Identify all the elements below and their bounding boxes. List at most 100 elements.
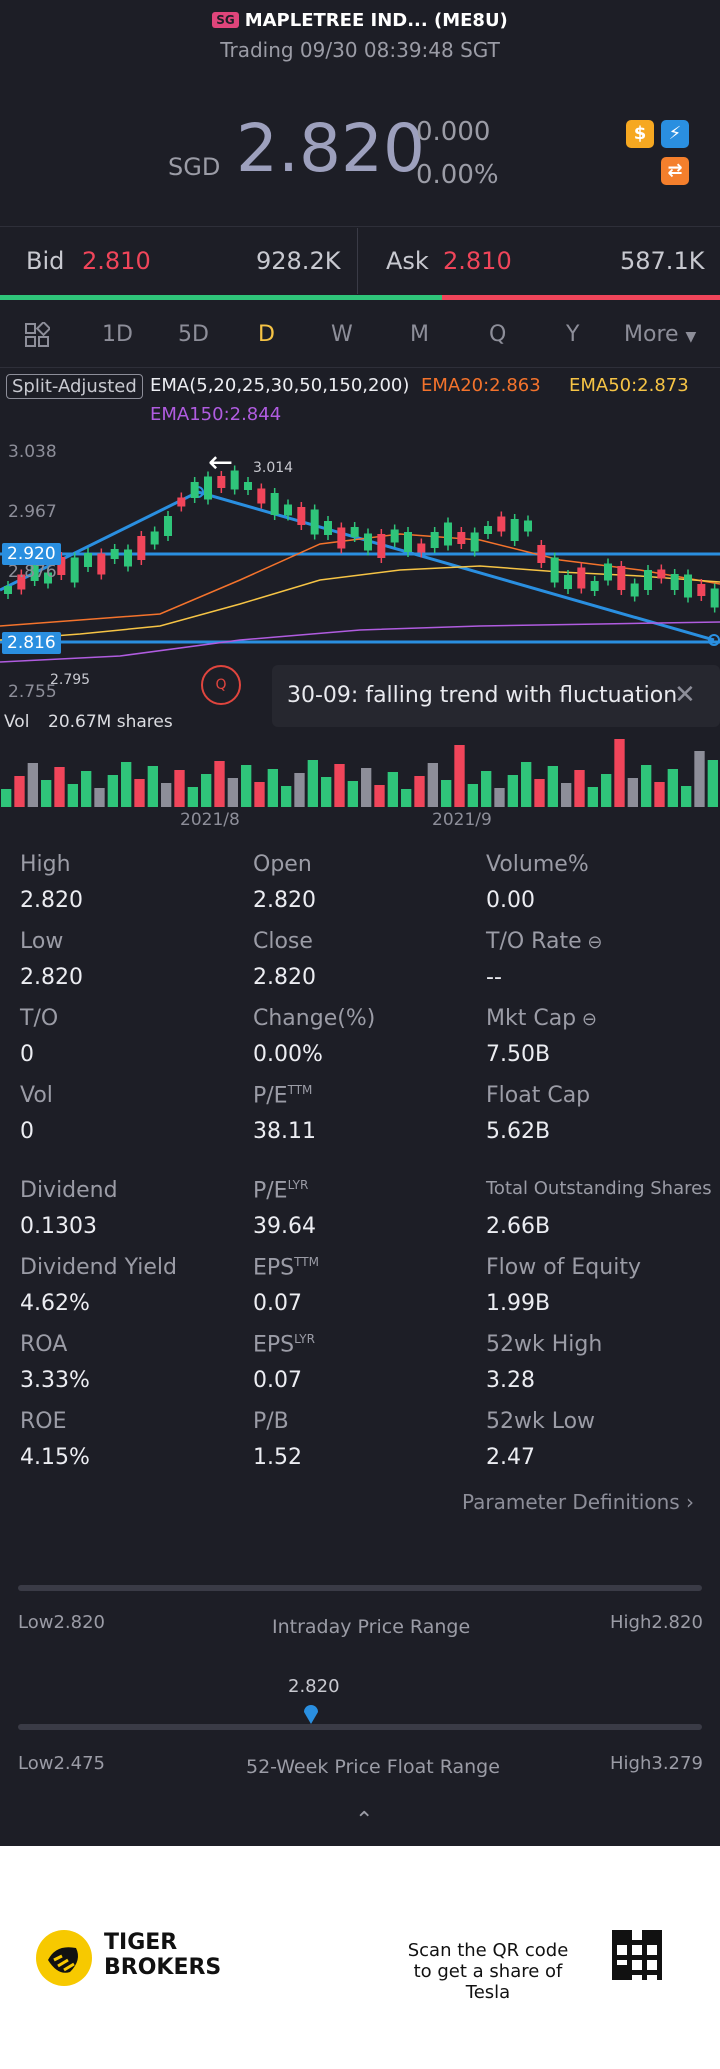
- close-icon[interactable]: ✕: [674, 680, 696, 710]
- ema50-line: [0, 565, 720, 641]
- tab-more-label: More: [624, 322, 679, 347]
- qr-module: [642, 1945, 647, 1950]
- ask-label: Ask: [386, 247, 429, 275]
- volume-bar: [41, 780, 52, 807]
- candle: [484, 526, 492, 534]
- left-arrow-icon[interactable]: ←: [4, 659, 29, 670]
- tab-more[interactable]: More ▼: [624, 322, 696, 347]
- volume-bar: [14, 776, 25, 807]
- candle: [4, 586, 12, 594]
- volume-bar: [241, 765, 252, 807]
- volume-bar: [707, 760, 718, 807]
- stat-label-text: Float Cap: [486, 1083, 591, 1108]
- tab-m[interactable]: M: [410, 322, 429, 347]
- candle: [697, 584, 706, 596]
- stat-label-suffix: TTM: [287, 1083, 313, 1097]
- parameter-definitions-link[interactable]: Parameter Definitions ›: [462, 1490, 694, 1514]
- week52-range-bar: [18, 1724, 702, 1730]
- info-icon[interactable]: ⊖: [581, 932, 603, 953]
- ema50-value: EMA50:2.873: [569, 375, 689, 396]
- qr-module: [657, 1930, 662, 1935]
- qr-code-icon[interactable]: [612, 1930, 662, 1980]
- axis-tick-low: 2.876: [8, 562, 57, 582]
- stat-label: Low: [20, 929, 63, 954]
- stat-label-text: High: [20, 852, 71, 877]
- qr-module: [647, 1930, 652, 1935]
- stat-label: Close: [253, 929, 313, 954]
- ema-params[interactable]: EMA(5,20,25,30,50,150,200): [150, 375, 410, 396]
- stat-value: --: [486, 965, 502, 990]
- stat-label: EPSTTM: [253, 1255, 319, 1280]
- tab-w[interactable]: W: [331, 322, 353, 347]
- volume-bar: [161, 783, 172, 807]
- layout-grid-icon[interactable]: [24, 320, 52, 348]
- intraday-title: Intraday Price Range: [272, 1616, 471, 1638]
- split-adjusted-toggle[interactable]: Split-Adjusted: [6, 374, 143, 399]
- volume-bar: [147, 766, 158, 807]
- qr-module: [612, 1935, 617, 1940]
- qr-module: [622, 1975, 627, 1980]
- candle: [444, 522, 452, 546]
- candle: [310, 509, 319, 535]
- tab-y[interactable]: Y: [566, 322, 580, 347]
- volume-label: Vol: [4, 712, 30, 732]
- left-arrow-icon[interactable]: ←: [208, 445, 233, 480]
- stat-value: 0.00%: [253, 1042, 323, 1067]
- stat-label: Change(%): [253, 1006, 375, 1031]
- qr-module: [627, 1940, 632, 1945]
- qr-module: [622, 1970, 627, 1975]
- trend-anchor[interactable]: [708, 634, 720, 646]
- candle: [657, 569, 666, 579]
- volume-bar: [254, 782, 265, 807]
- candle: [44, 572, 52, 584]
- volume-chart[interactable]: [0, 735, 720, 807]
- location-pin-icon: [302, 1702, 320, 1728]
- qr-module: [617, 1975, 622, 1980]
- volume-bar: [494, 788, 505, 807]
- volume-bar: [227, 778, 238, 807]
- qr-module: [612, 1940, 617, 1945]
- candle: [470, 532, 479, 552]
- stat-label-suffix: LYR: [294, 1332, 315, 1346]
- candlestick-chart[interactable]: ← ←: [0, 430, 720, 670]
- volume-bar: [414, 776, 425, 807]
- market-badge: SG: [212, 12, 239, 28]
- tab-q[interactable]: Q: [489, 322, 507, 347]
- volume-bar: [107, 775, 118, 807]
- volume-bar: [1, 789, 12, 807]
- bid-ask-divider: [357, 228, 358, 294]
- lightning-icon[interactable]: ⚡: [661, 120, 689, 148]
- qr-module: [617, 1935, 622, 1940]
- stat-label-text: ROA: [20, 1332, 68, 1357]
- stat-label: Float Cap: [486, 1083, 590, 1108]
- pattern-marker[interactable]: Q: [201, 665, 241, 705]
- volume-bar: [81, 771, 92, 807]
- volume-bar: [507, 775, 518, 807]
- tab-1d[interactable]: 1D: [102, 322, 133, 347]
- bid-strength-bar: [0, 295, 443, 300]
- tab-d[interactable]: D: [258, 322, 275, 347]
- dollar-icon[interactable]: $: [626, 120, 654, 148]
- qr-module: [642, 1940, 647, 1945]
- pattern-tooltip[interactable]: [272, 665, 720, 727]
- volume-bar: [601, 774, 612, 807]
- qr-module: [617, 1930, 622, 1935]
- tab-5d[interactable]: 5D: [178, 322, 209, 347]
- candle: [190, 482, 199, 498]
- week52-low: Low2.475: [18, 1753, 105, 1774]
- bid-label: Bid: [26, 247, 65, 275]
- qr-module: [612, 1975, 617, 1980]
- ema20-line: [0, 533, 720, 627]
- stat-value: 3.28: [486, 1368, 535, 1393]
- qr-module: [652, 1940, 657, 1945]
- qr-module: [627, 1955, 632, 1960]
- stat-label: Dividend Yield: [20, 1255, 177, 1280]
- swap-icon[interactable]: ⇄: [661, 157, 689, 185]
- candle: [204, 476, 212, 500]
- qr-module: [612, 1950, 617, 1955]
- stat-label: High: [20, 852, 71, 877]
- candle: [670, 574, 679, 590]
- collapse-icon[interactable]: ⌃: [355, 1808, 374, 1833]
- info-icon[interactable]: ⊖: [576, 1009, 597, 1030]
- stat-label-text: EPS: [253, 1255, 295, 1281]
